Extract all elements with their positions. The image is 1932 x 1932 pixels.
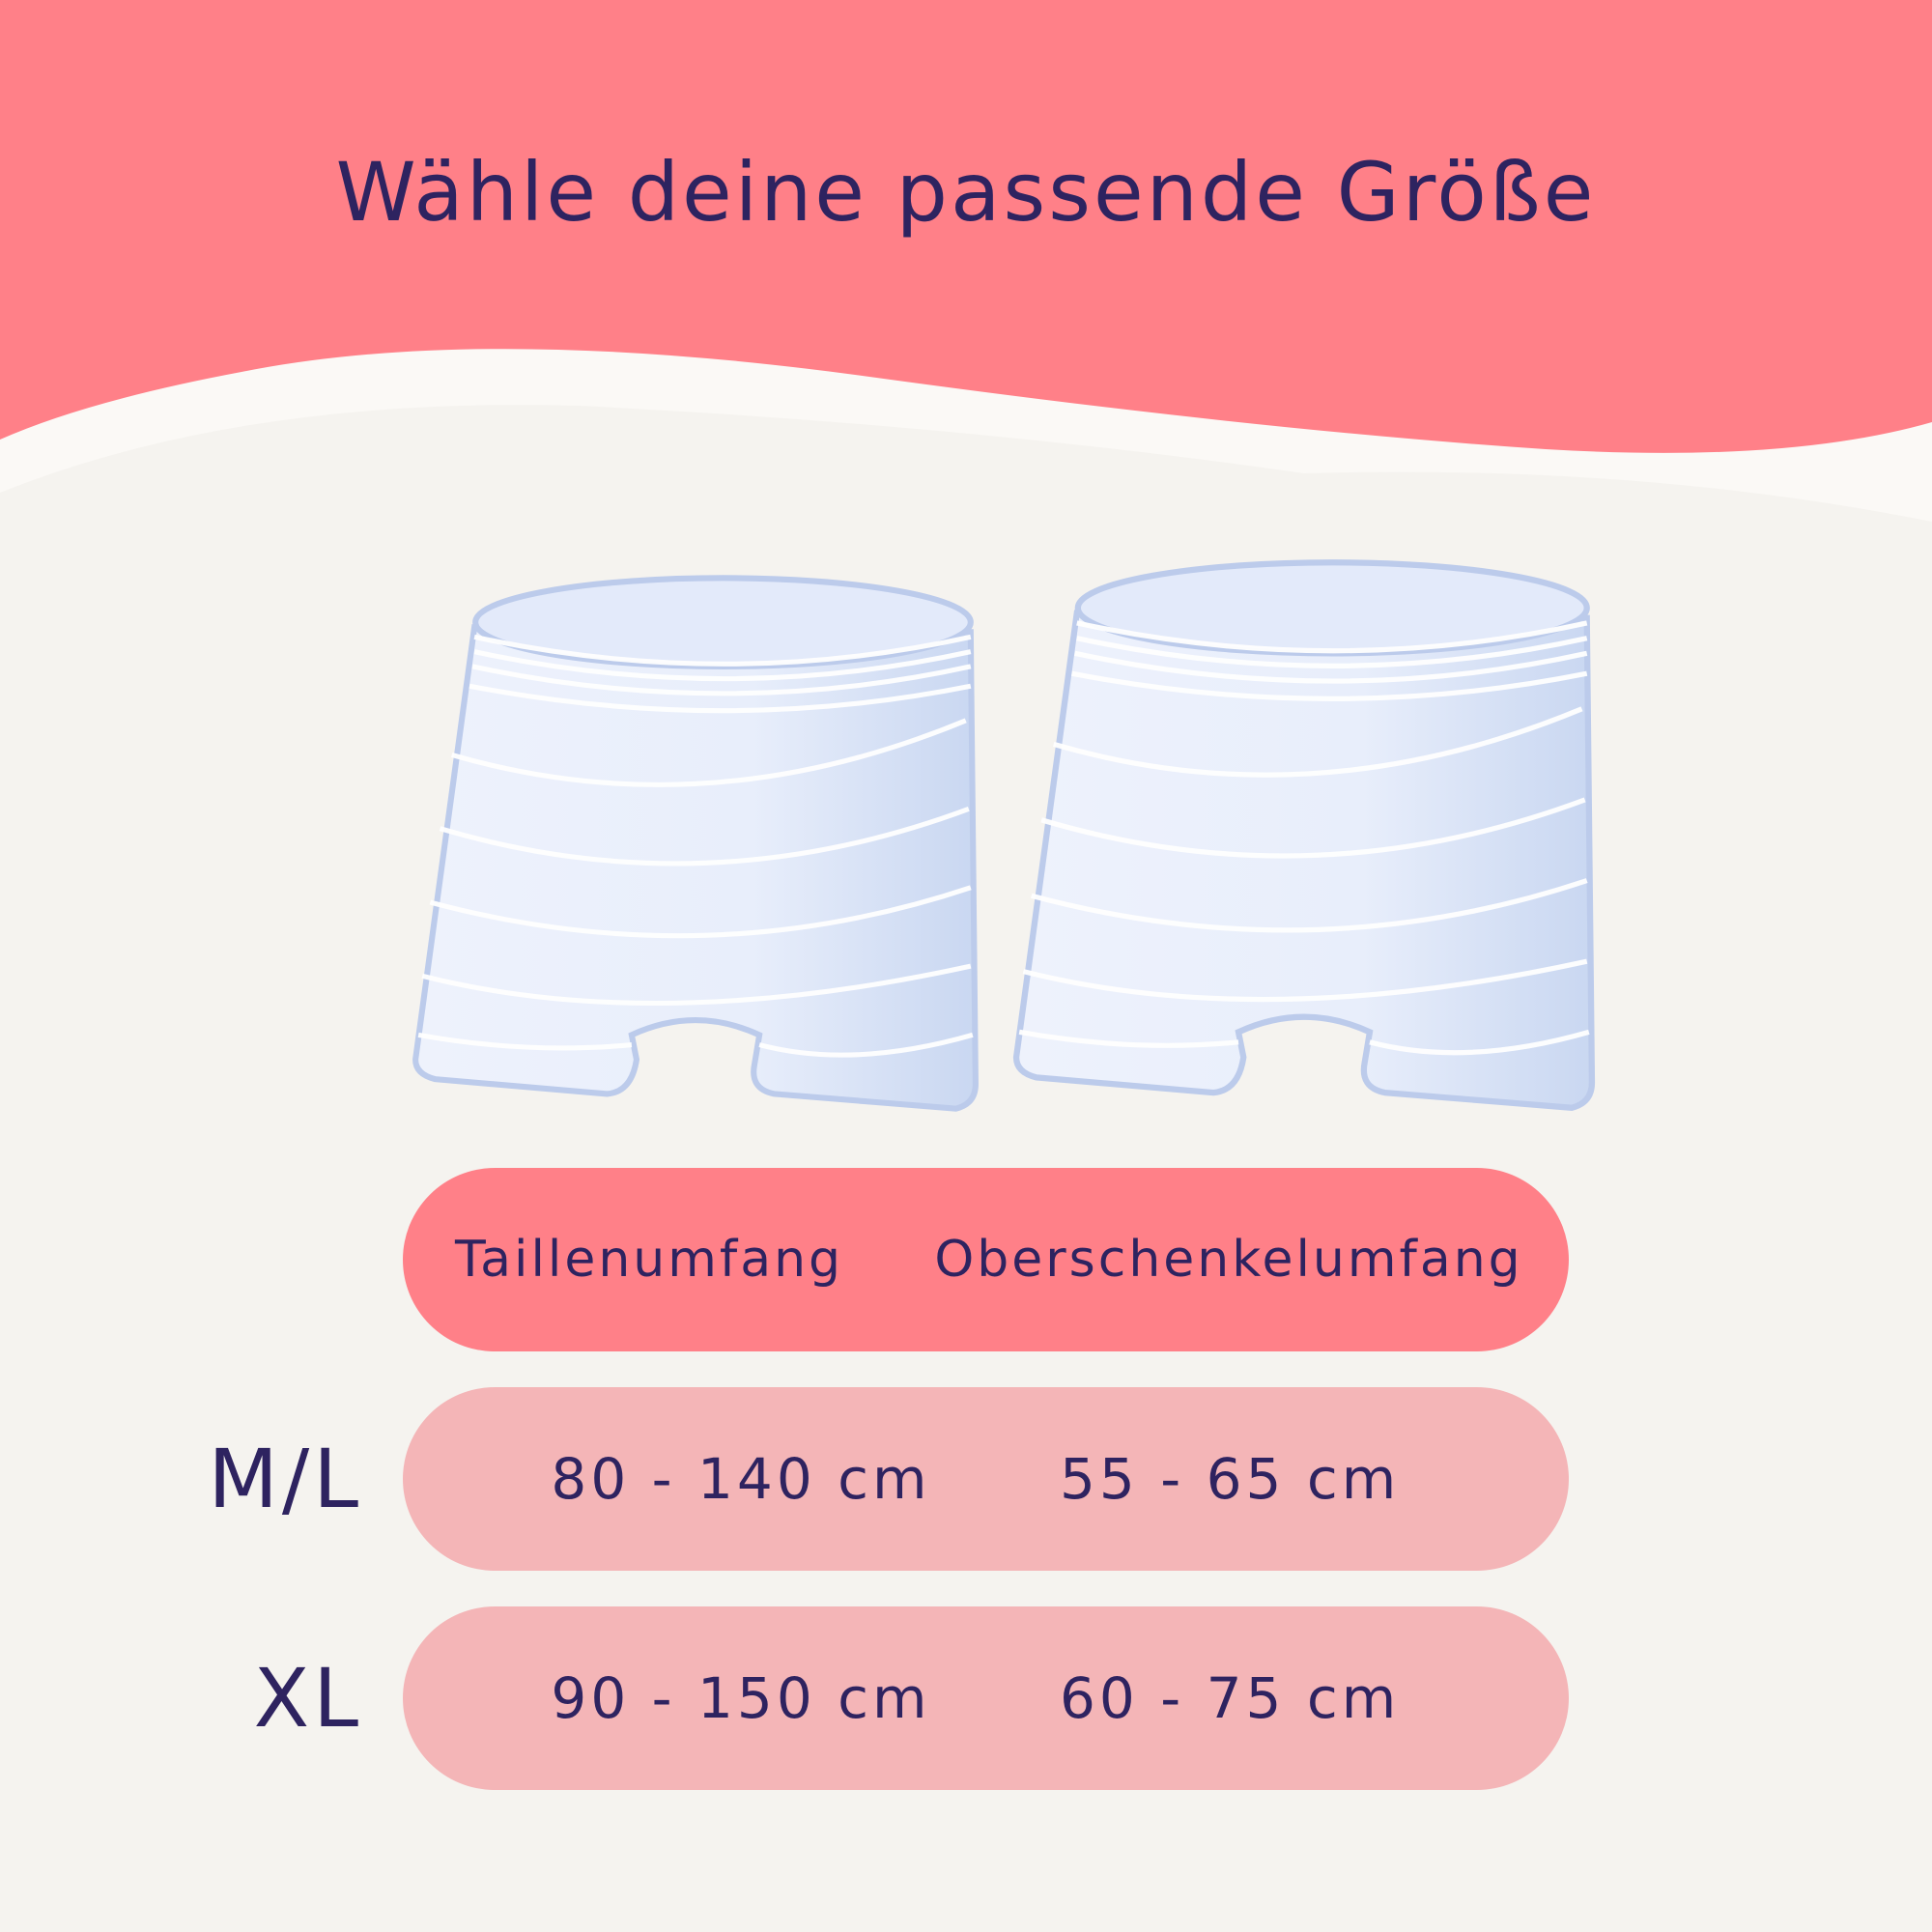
header-waist: Taillenumfang [454,1231,844,1289]
waist-value: 90 - 150 cm [551,1665,931,1731]
page-title: Wähle deine passende Größe [335,145,1597,240]
table-header: Taillenumfang Oberschenkelumfang [403,1168,1569,1351]
header-thigh: Oberschenkelumfang [934,1231,1523,1289]
shorts-size-xl-image [1005,557,1604,1113]
table-row: 90 - 150 cm 60 - 75 cm [403,1606,1569,1790]
size-label-xl: XL [253,1651,362,1746]
size-label-ml: M/L [208,1432,362,1526]
shorts-size-ml-image [411,573,980,1114]
thigh-value: 60 - 75 cm [1060,1665,1401,1731]
waist-value: 80 - 140 cm [551,1446,931,1512]
table-row: 80 - 140 cm 55 - 65 cm [403,1387,1569,1571]
thigh-value: 55 - 65 cm [1060,1446,1401,1512]
